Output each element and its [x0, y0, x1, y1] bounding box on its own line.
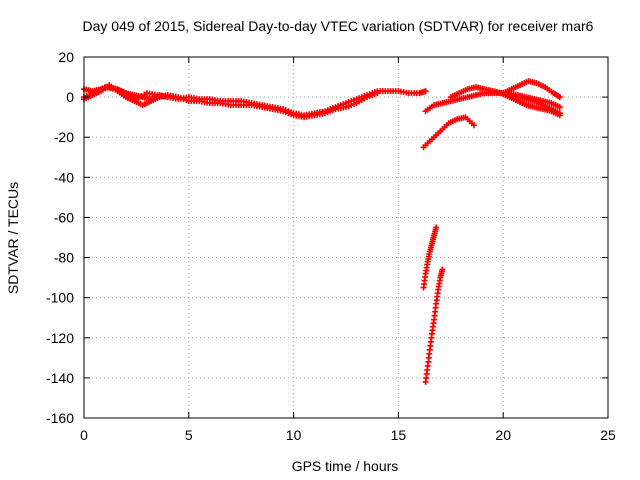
data-point [439, 266, 446, 273]
y-tick-label: -80 [54, 250, 74, 266]
data-point [433, 224, 440, 231]
data-point [556, 112, 563, 119]
x-tick-label: 20 [495, 427, 511, 443]
x-tick-label: 0 [80, 427, 88, 443]
x-tick-label: 15 [391, 427, 407, 443]
y-axis-label: SDTVAR / TECUs [5, 182, 21, 294]
y-tick-label: -40 [54, 169, 74, 185]
data-point [374, 90, 381, 97]
plot-frame [83, 56, 609, 419]
axis-layer: 0 5 10 15 20 25 20 0 -20 -40 -60 -80 -100 -120 -140 -16… [46, 49, 616, 443]
grid-layer [84, 57, 608, 418]
y-tick-label: -100 [46, 290, 74, 306]
y-tick-label: -140 [46, 370, 74, 386]
x-tick-label: 25 [600, 427, 616, 443]
data-point [556, 94, 563, 101]
data-point [422, 88, 429, 95]
data-points-layer [81, 78, 563, 385]
x-tick-label: 10 [286, 427, 302, 443]
y-tick-label: -160 [46, 410, 74, 426]
y-tick-label: -20 [54, 129, 74, 145]
x-axis-label: GPS time / hours [292, 458, 399, 474]
y-tick-label: -120 [46, 330, 74, 346]
y-tick-label: 0 [66, 89, 74, 105]
chart-title: Day 049 of 2015, Sidereal Day-to-day VTE… [83, 18, 594, 34]
data-point [556, 104, 563, 111]
x-tick-label: 5 [185, 427, 193, 443]
y-tick-label: 20 [58, 49, 74, 65]
data-point [470, 122, 477, 129]
data-point [164, 94, 171, 101]
y-tick-label: -60 [54, 209, 74, 225]
